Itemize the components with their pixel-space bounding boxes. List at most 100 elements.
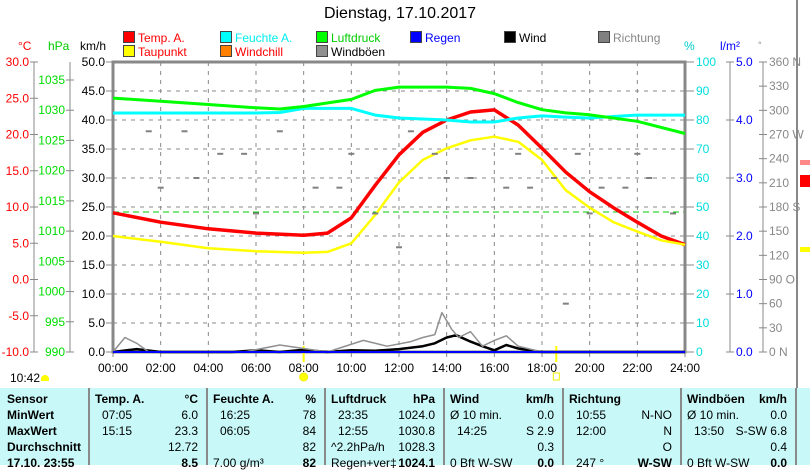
- column-unit: %: [305, 392, 316, 406]
- table-cell-time: 14:25: [457, 424, 488, 438]
- unit-dir: °: [758, 40, 762, 50]
- table-cell-value: 23.3: [174, 424, 198, 438]
- stats-table: Sensor Temp. A. °C Feuchte A.% Luftdruck hPa W…: [0, 388, 810, 470]
- table-cell-time: 15:15: [102, 424, 133, 438]
- humidity-axis-tick-label: 100: [696, 55, 716, 69]
- temp-axis-tick-label: 15.0: [6, 164, 30, 178]
- legend-item[interactable]: Windböen: [316, 45, 385, 59]
- column-header: Temp. A.: [95, 392, 145, 406]
- table-cell-value: S 2.9: [525, 424, 554, 438]
- edge-marker: [800, 175, 810, 187]
- column-divider: [562, 388, 564, 465]
- legend-item[interactable]: Wind: [504, 31, 546, 45]
- table-cell-value: 0.0: [770, 408, 787, 422]
- table-cell-value: 78: [302, 408, 316, 422]
- legend-swatch: [316, 31, 328, 43]
- table-cell-time: 06:05: [220, 424, 251, 438]
- legend-label: Wind: [519, 31, 547, 45]
- legend-item[interactable]: Feuchte A.: [220, 31, 292, 45]
- sun-icon: [41, 375, 49, 381]
- unit-press: hPa: [48, 39, 70, 53]
- table-cell-value: 1028.3: [398, 440, 435, 454]
- pressure-axis-tick-label: 1005: [38, 254, 65, 268]
- humidity-axis-tick-label: 10: [696, 316, 710, 330]
- legend-swatch: [410, 31, 422, 43]
- direction-axis-tick-label: 330: [769, 79, 789, 93]
- legend-item[interactable]: Temp. A.: [123, 31, 185, 45]
- wind-axis-tick-label: 5.0: [88, 316, 105, 330]
- column-header: Richtung: [569, 392, 621, 406]
- column-header: Luftdruck: [331, 392, 387, 406]
- table-cell-value: 1030.8: [398, 424, 435, 438]
- legend-item[interactable]: Richtung: [598, 31, 660, 45]
- humidity-axis-tick-label: 50: [696, 200, 710, 214]
- column-unit: km/h: [525, 392, 554, 406]
- direction-axis-tick-label: 270 W: [769, 128, 804, 142]
- temp-axis-tick-label: 25.0: [6, 91, 30, 105]
- table-cell-time: Ø 10 min.: [687, 408, 740, 422]
- pressure-axis-tick-label: 1010: [38, 224, 65, 238]
- temp-axis-tick-label: 5.0: [12, 236, 29, 250]
- table-cell-value: 1024.0: [398, 408, 435, 422]
- wind-axis-tick-label: 0.0: [88, 345, 105, 359]
- wind-axis-tick-label: 50.0: [82, 55, 106, 69]
- edge-marker: [800, 247, 810, 252]
- x-tick-label: 06:00: [241, 361, 271, 375]
- x-tick-label: 00:00: [98, 361, 128, 375]
- legend-label: Luftdruck: [331, 31, 381, 45]
- row-label: MinWert: [7, 408, 55, 422]
- legend-item[interactable]: Luftdruck: [316, 31, 380, 45]
- direction-axis-tick-label: 240: [769, 152, 789, 166]
- x-tick-label: 10:00: [336, 361, 366, 375]
- column-divider: [88, 388, 90, 465]
- temp-axis-tick-label: 20.0: [6, 128, 30, 142]
- series-luftdruck: [112, 85, 686, 135]
- legend-label: Windböen: [331, 45, 386, 59]
- rain-axis-tick-label: 4.0: [736, 113, 753, 127]
- table-cell-value: 12.72: [167, 440, 198, 454]
- direction-axis-tick-label: 150: [769, 224, 789, 238]
- column-divider: [443, 388, 445, 465]
- chart-title: Dienstag, 17.10.2017: [323, 5, 477, 22]
- table-cell-time: 07:05: [102, 408, 133, 422]
- wind-axis-tick-label: 15.0: [82, 258, 106, 272]
- table-cell-time: Ø 10 min.: [450, 408, 503, 422]
- sunset-icon: [552, 372, 560, 381]
- pressure-axis-tick-label: 1000: [38, 285, 65, 299]
- table-cell-value: 82: [302, 440, 316, 454]
- pressure-axis-tick-label: 1030: [38, 103, 65, 117]
- x-tick-label: 04:00: [193, 361, 223, 375]
- legend-swatch: [504, 31, 516, 43]
- legend-item[interactable]: Taupunkt: [123, 45, 187, 59]
- column-header: Windböen: [687, 392, 745, 406]
- pressure-axis-tick-label: 995: [45, 315, 65, 329]
- humidity-axis-tick-label: 80: [696, 113, 710, 127]
- direction-axis-tick-label: 90 O: [769, 273, 795, 287]
- humidity-axis-tick-label: 70: [696, 142, 710, 156]
- table-cell-time: 16:25: [220, 408, 251, 422]
- humidity-axis-tick-label: 40: [696, 229, 710, 243]
- legend-swatch: [123, 31, 135, 43]
- unit-hum: %: [684, 39, 695, 53]
- wind-axis-tick-label: 35.0: [82, 142, 106, 156]
- temp-axis-tick-label: -5.0: [8, 309, 29, 323]
- row-label: 17.10. 23:55: [7, 456, 75, 470]
- table-cell-value: W-SW: [637, 456, 672, 470]
- column-header: Feuchte A.: [213, 392, 274, 406]
- legend-item[interactable]: Regen: [410, 31, 460, 45]
- column-divider: [206, 388, 208, 465]
- pressure-axis-tick-label: 1020: [38, 164, 65, 178]
- legend-swatch: [316, 45, 328, 57]
- table-cell-time: 10:55: [576, 408, 607, 422]
- legend-item[interactable]: Windchill: [220, 45, 283, 59]
- pressure-axis-tick-label: 990: [45, 345, 65, 359]
- table-cell-time: ^2.2hPa/h: [331, 440, 385, 454]
- table-cell-value: 6.0: [181, 408, 198, 422]
- column-unit: km/h: [758, 392, 787, 406]
- unit-wind: km/h: [80, 39, 107, 53]
- wind-axis-tick-label: 20.0: [82, 229, 106, 243]
- humidity-axis-tick-label: 30: [696, 258, 710, 272]
- table-cell-value: N: [663, 424, 672, 438]
- column-header: Sensor: [7, 392, 48, 406]
- column-header: Wind: [450, 392, 480, 406]
